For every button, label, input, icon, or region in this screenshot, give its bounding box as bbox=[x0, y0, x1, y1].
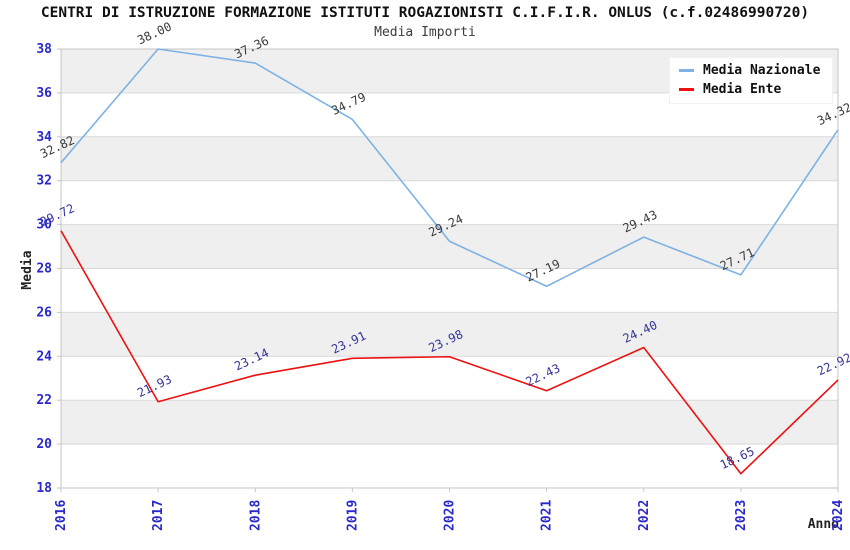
x-tick-label: 2017 bbox=[151, 500, 166, 531]
legend-label: Media Ente bbox=[703, 82, 782, 97]
x-tick-label: 2018 bbox=[248, 500, 263, 531]
x-tick-label: 2020 bbox=[443, 500, 458, 531]
x-tick-label: 2024 bbox=[831, 500, 846, 531]
x-tick-label: 2022 bbox=[637, 500, 652, 531]
x-axis-title: Anno bbox=[807, 517, 839, 532]
data-point-label: 22.43 bbox=[524, 361, 563, 389]
data-point-label: 34.32 bbox=[815, 100, 850, 128]
grid-band bbox=[61, 400, 838, 445]
x-tick-label: 2023 bbox=[734, 500, 749, 531]
y-tick-label: 28 bbox=[36, 262, 52, 277]
series-line-media-ente bbox=[60, 230, 839, 475]
grid-band bbox=[61, 224, 838, 269]
x-tick-label: 2016 bbox=[54, 500, 69, 531]
series-line-media-nazionale bbox=[60, 48, 839, 288]
legend-swatch-blue-line-icon bbox=[679, 69, 694, 72]
legend-swatch-red-line-icon bbox=[679, 88, 694, 91]
data-point-label: 34.79 bbox=[329, 90, 368, 118]
legend-entry-media-nazionale: Media Nazionale bbox=[679, 63, 820, 78]
chart-title: CENTRI DI ISTRUZIONE FORMAZIONE ISTITUTI… bbox=[40, 5, 810, 21]
legend-label: Media Nazionale bbox=[703, 63, 821, 78]
y-tick-label: 34 bbox=[36, 130, 52, 145]
y-tick-label: 20 bbox=[36, 437, 52, 452]
y-tick-label: 24 bbox=[36, 349, 52, 364]
y-tick-label: 18 bbox=[36, 481, 52, 496]
x-tick-label: 2019 bbox=[345, 500, 360, 531]
y-tick-label: 36 bbox=[36, 86, 52, 101]
grid-band bbox=[61, 312, 838, 357]
chart-subtitle: Media Importi bbox=[374, 25, 476, 40]
y-tick-label: 38 bbox=[36, 42, 52, 57]
y-tick-label: 30 bbox=[36, 218, 52, 233]
x-tick-label: 2021 bbox=[540, 500, 555, 531]
y-tick-label: 32 bbox=[36, 174, 52, 189]
y-tick-label: 26 bbox=[36, 305, 52, 320]
data-point-label: 38.00 bbox=[135, 19, 174, 47]
grid-band bbox=[61, 136, 838, 181]
y-tick-label: 22 bbox=[36, 393, 52, 408]
legend: Media Nazionale Media Ente bbox=[669, 57, 834, 104]
legend-entry-media-ente: Media Ente bbox=[679, 82, 820, 97]
